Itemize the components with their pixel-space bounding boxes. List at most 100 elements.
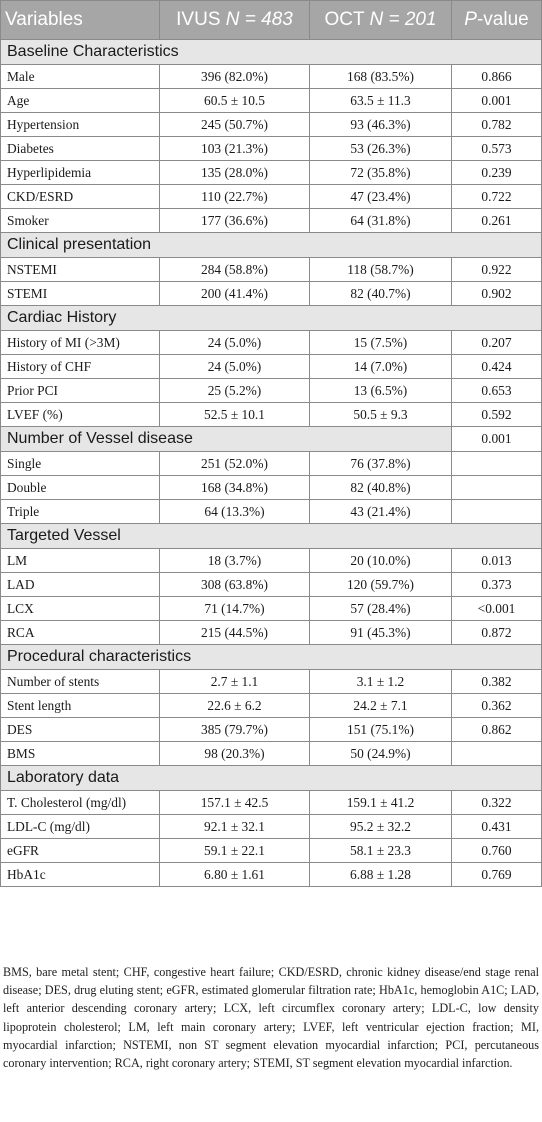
variable-cell: NSTEMI [0,257,160,282]
p-value-cell: 0.769 [451,862,542,887]
table-row: Triple 64 (13.3%) 43 (21.4%) [0,499,542,524]
oct-cell: 3.1 ± 1.2 [309,669,452,694]
table-row: Age 60.5 ± 10.5 63.5 ± 11.3 0.001 [0,88,542,113]
p-value-cell: 0.239 [451,160,542,185]
section-p-value: 0.001 [451,426,542,452]
variable-cell: RCA [0,620,160,645]
ivus-cell: 52.5 ± 10.1 [159,402,310,427]
ivus-cell: 71 (14.7%) [159,596,310,621]
section-header-row: Baseline Characteristics [0,39,542,65]
p-value-cell [451,451,542,476]
p-value-cell: 0.261 [451,208,542,233]
variable-cell: Diabetes [0,136,160,161]
header-variables: Variables [0,0,160,40]
ivus-cell: 22.6 ± 6.2 [159,693,310,718]
variable-cell: Hypertension [0,112,160,137]
p-value-cell: <0.001 [451,596,542,621]
oct-cell: 72 (35.8%) [309,160,452,185]
oct-cell: 24.2 ± 7.1 [309,693,452,718]
p-value-cell: 0.362 [451,693,542,718]
oct-cell: 95.2 ± 32.2 [309,814,452,839]
ivus-cell: 59.1 ± 22.1 [159,838,310,863]
p-value-cell [451,741,542,766]
oct-cell: 91 (45.3%) [309,620,452,645]
variable-cell: T. Cholesterol (mg/dl) [0,790,160,815]
table-body: Baseline Characteristics Male 396 (82.0%) 1… [0,39,542,887]
p-value-cell: 0.922 [451,257,542,282]
variable-cell: DES [0,717,160,742]
header-oct-name: OCT [324,9,365,30]
table-row: CKD/ESRD 110 (22.7%) 47 (23.4%) 0.722 [0,184,542,209]
table-row: BMS 98 (20.3%) 50 (24.9%) [0,741,542,766]
ivus-cell: 18 (3.7%) [159,548,310,573]
ivus-cell: 6.80 ± 1.61 [159,862,310,887]
p-value-cell: 0.866 [451,64,542,89]
oct-cell: 20 (10.0%) [309,548,452,573]
oct-cell: 50 (24.9%) [309,741,452,766]
variable-cell: Single [0,451,160,476]
p-value-cell: 0.207 [451,330,542,355]
ivus-cell: 396 (82.0%) [159,64,310,89]
section-title: Procedural characteristics [0,644,542,670]
section-title: Laboratory data [0,765,542,791]
table-row: LAD 308 (63.8%) 120 (59.7%) 0.373 [0,572,542,597]
ivus-cell: 168 (34.8%) [159,475,310,500]
p-value-cell: 0.722 [451,184,542,209]
oct-cell: 53 (26.3%) [309,136,452,161]
variable-cell: LM [0,548,160,573]
variable-cell: STEMI [0,281,160,306]
table-row: Diabetes 103 (21.3%) 53 (26.3%) 0.573 [0,136,542,161]
oct-cell: 168 (83.5%) [309,64,452,89]
p-value-cell: 0.382 [451,669,542,694]
table-header-row: Variables IVUS N = 483 OCT N = 201 P-val… [0,0,542,40]
section-header-row: Clinical presentation [0,232,542,258]
p-value-cell [451,475,542,500]
p-value-cell: 0.001 [451,88,542,113]
variable-cell: Number of stents [0,669,160,694]
section-title: Targeted Vessel [0,523,542,549]
table-row: Hypertension 245 (50.7%) 93 (46.3%) 0.782 [0,112,542,137]
variable-cell: eGFR [0,838,160,863]
p-value-cell: 0.431 [451,814,542,839]
table-row: eGFR 59.1 ± 22.1 58.1 ± 23.3 0.760 [0,838,542,863]
p-value-cell: 0.862 [451,717,542,742]
oct-cell: 93 (46.3%) [309,112,452,137]
section-title: Baseline Characteristics [0,39,542,65]
p-value-cell: 0.424 [451,354,542,379]
oct-cell: 6.88 ± 1.28 [309,862,452,887]
section-title: Cardiac History [0,305,542,331]
variable-cell: Stent length [0,693,160,718]
ivus-cell: 135 (28.0%) [159,160,310,185]
header-ivus-name: IVUS [176,9,221,30]
p-value-cell: 0.322 [451,790,542,815]
ivus-cell: 60.5 ± 10.5 [159,88,310,113]
ivus-cell: 24 (5.0%) [159,330,310,355]
oct-cell: 120 (59.7%) [309,572,452,597]
table-row: Prior PCI 25 (5.2%) 13 (6.5%) 0.653 [0,378,542,403]
oct-cell: 13 (6.5%) [309,378,452,403]
oct-cell: 82 (40.8%) [309,475,452,500]
header-p-rest: -value [476,9,529,30]
header-p-value: P-value [451,0,542,40]
oct-cell: 58.1 ± 23.3 [309,838,452,863]
variable-cell: Male [0,64,160,89]
table-row: Single 251 (52.0%) 76 (37.8%) [0,451,542,476]
variable-cell: Triple [0,499,160,524]
ivus-cell: 24 (5.0%) [159,354,310,379]
ivus-cell: 385 (79.7%) [159,717,310,742]
variable-cell: CKD/ESRD [0,184,160,209]
ivus-cell: 177 (36.6%) [159,208,310,233]
table-row: NSTEMI 284 (58.8%) 118 (58.7%) 0.922 [0,257,542,282]
p-value-cell: 0.373 [451,572,542,597]
p-value-cell: 0.872 [451,620,542,645]
table-row: HbA1c 6.80 ± 1.61 6.88 ± 1.28 0.769 [0,862,542,887]
p-value-cell: 0.782 [451,112,542,137]
ivus-cell: 64 (13.3%) [159,499,310,524]
oct-cell: 151 (75.1%) [309,717,452,742]
table-row: Number of stents 2.7 ± 1.1 3.1 ± 1.2 0.382 [0,669,542,694]
header-oct: OCT N = 201 [309,0,452,40]
ivus-cell: 284 (58.8%) [159,257,310,282]
variable-cell: History of CHF [0,354,160,379]
ivus-cell: 110 (22.7%) [159,184,310,209]
ivus-cell: 215 (44.5%) [159,620,310,645]
